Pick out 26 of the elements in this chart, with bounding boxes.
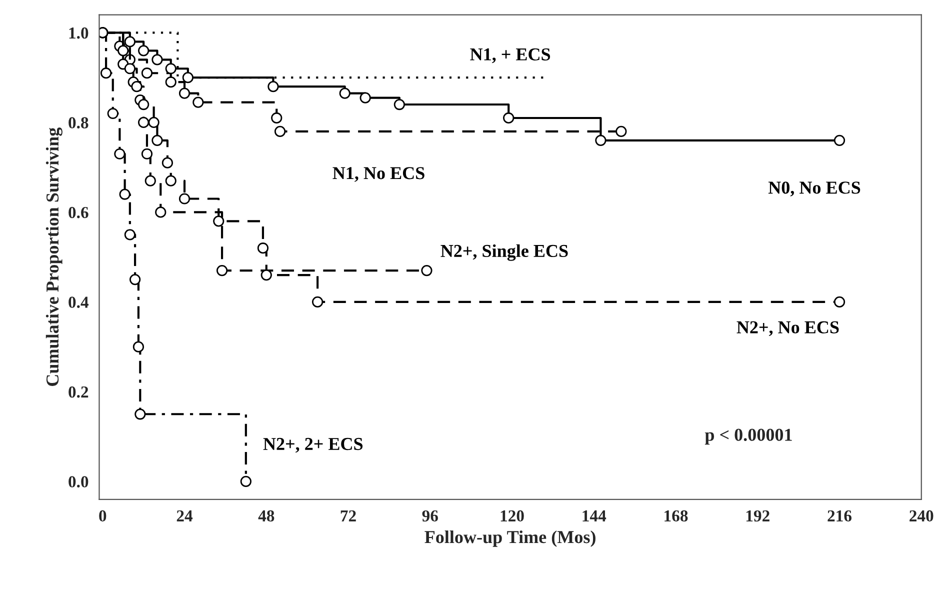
y-tick-label: 0.0 [68, 476, 88, 488]
x-tick-label: 72 [340, 510, 356, 522]
y-tick-label: 0.2 [68, 386, 88, 398]
x-tick-label: 216 [828, 510, 852, 522]
series-label: N2+, No ECS [736, 321, 839, 336]
y-tick-label: 0.8 [68, 117, 88, 128]
y-axis-title: Cumulative Proportion Surviving [46, 128, 62, 386]
x-tick-label: 168 [664, 510, 688, 522]
x-tick-label: 96 [422, 510, 438, 522]
annotation: p < 0.00001 [704, 428, 792, 445]
x-tick-label: 48 [258, 510, 274, 522]
series-label: N1, No ECS [332, 167, 424, 182]
x-tick-label: 144 [582, 510, 606, 522]
y-tick-label: 0.6 [68, 206, 88, 218]
x-tick-label: 24 [176, 510, 193, 522]
series-label: N2+, 2+ ECS [263, 438, 363, 453]
x-tick-label: 0 [99, 510, 106, 522]
series-label: N2+, Single ECS [440, 244, 568, 261]
x-tick-label: 192 [746, 510, 770, 522]
y-tick-label: 1.0 [69, 27, 88, 39]
text: N0, No ECS [768, 182, 860, 196]
series-label: N1, + ECS [470, 48, 550, 64]
y-tick-label: 0.4 [68, 296, 88, 308]
x-tick-label: 240 [910, 510, 934, 522]
x-axis-title: Follow-up Time (Mos) [424, 530, 596, 547]
x-tick-label: 120 [500, 510, 524, 522]
